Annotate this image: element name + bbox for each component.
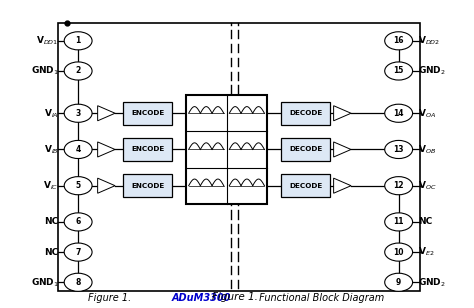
Text: 3: 3 <box>75 109 81 118</box>
Circle shape <box>385 176 412 195</box>
Text: ENCODE: ENCODE <box>131 147 164 152</box>
Text: 4: 4 <box>75 145 81 154</box>
Text: 1: 1 <box>75 36 81 45</box>
Bar <box>281 102 330 124</box>
Polygon shape <box>98 106 115 121</box>
Bar <box>58 23 420 291</box>
Circle shape <box>64 273 92 291</box>
Bar <box>123 102 172 124</box>
Text: DECODE: DECODE <box>289 147 322 152</box>
Circle shape <box>385 243 412 261</box>
Text: 14: 14 <box>393 109 404 118</box>
Text: GND$_1$: GND$_1$ <box>31 276 59 289</box>
Text: 6: 6 <box>75 217 81 226</box>
Text: 11: 11 <box>393 217 404 226</box>
Circle shape <box>64 104 92 122</box>
Circle shape <box>385 32 412 50</box>
Text: V$_{E2}$: V$_{E2}$ <box>418 246 435 258</box>
Text: 8: 8 <box>75 278 81 287</box>
Text: ENCODE: ENCODE <box>131 183 164 189</box>
Text: Functional Block Diagram: Functional Block Diagram <box>255 293 384 302</box>
Text: V$_{DD1}$: V$_{DD1}$ <box>36 34 59 47</box>
Circle shape <box>64 243 92 261</box>
Text: 7: 7 <box>75 248 81 257</box>
Text: V$_{IC}$: V$_{IC}$ <box>43 180 59 192</box>
Text: V$_{OB}$: V$_{OB}$ <box>418 143 436 156</box>
Text: 15: 15 <box>393 67 404 75</box>
Text: V$_{DD2}$: V$_{DD2}$ <box>418 34 440 47</box>
Text: GND$_1$: GND$_1$ <box>31 65 59 77</box>
Bar <box>123 138 172 161</box>
Text: Figure 1.: Figure 1. <box>212 293 262 302</box>
Bar <box>281 174 330 197</box>
Text: Figure 1.: Figure 1. <box>88 293 135 302</box>
Bar <box>186 95 267 204</box>
Text: 2: 2 <box>75 67 81 75</box>
Text: V$_{IA}$: V$_{IA}$ <box>44 107 59 120</box>
Text: 5: 5 <box>75 181 81 190</box>
Text: 16: 16 <box>393 36 404 45</box>
Circle shape <box>385 140 412 159</box>
Circle shape <box>64 140 92 159</box>
Text: GND$_2$: GND$_2$ <box>418 65 446 77</box>
Text: NC: NC <box>45 248 59 257</box>
Text: 13: 13 <box>393 145 404 154</box>
Polygon shape <box>98 142 115 157</box>
Circle shape <box>64 62 92 80</box>
Text: GND$_2$: GND$_2$ <box>418 276 446 289</box>
Circle shape <box>64 213 92 231</box>
Text: 9: 9 <box>396 278 401 287</box>
Circle shape <box>64 176 92 195</box>
Text: DECODE: DECODE <box>289 183 322 189</box>
Text: 12: 12 <box>393 181 404 190</box>
Circle shape <box>385 273 412 291</box>
Text: V$_{IB}$: V$_{IB}$ <box>44 143 59 156</box>
Circle shape <box>64 32 92 50</box>
Text: DECODE: DECODE <box>289 110 322 116</box>
Text: V$_{OC}$: V$_{OC}$ <box>418 180 437 192</box>
Polygon shape <box>98 178 115 193</box>
Circle shape <box>385 62 412 80</box>
Polygon shape <box>334 106 351 121</box>
Text: NC: NC <box>45 217 59 226</box>
Text: V$_{OA}$: V$_{OA}$ <box>418 107 436 120</box>
Bar <box>281 138 330 161</box>
Text: ENCODE: ENCODE <box>131 110 164 116</box>
Text: ADuM3300: ADuM3300 <box>172 293 231 302</box>
Bar <box>123 174 172 197</box>
Circle shape <box>385 104 412 122</box>
Polygon shape <box>334 178 351 193</box>
Polygon shape <box>334 142 351 157</box>
Circle shape <box>385 213 412 231</box>
Text: 10: 10 <box>393 248 404 257</box>
Text: NC: NC <box>418 217 432 226</box>
